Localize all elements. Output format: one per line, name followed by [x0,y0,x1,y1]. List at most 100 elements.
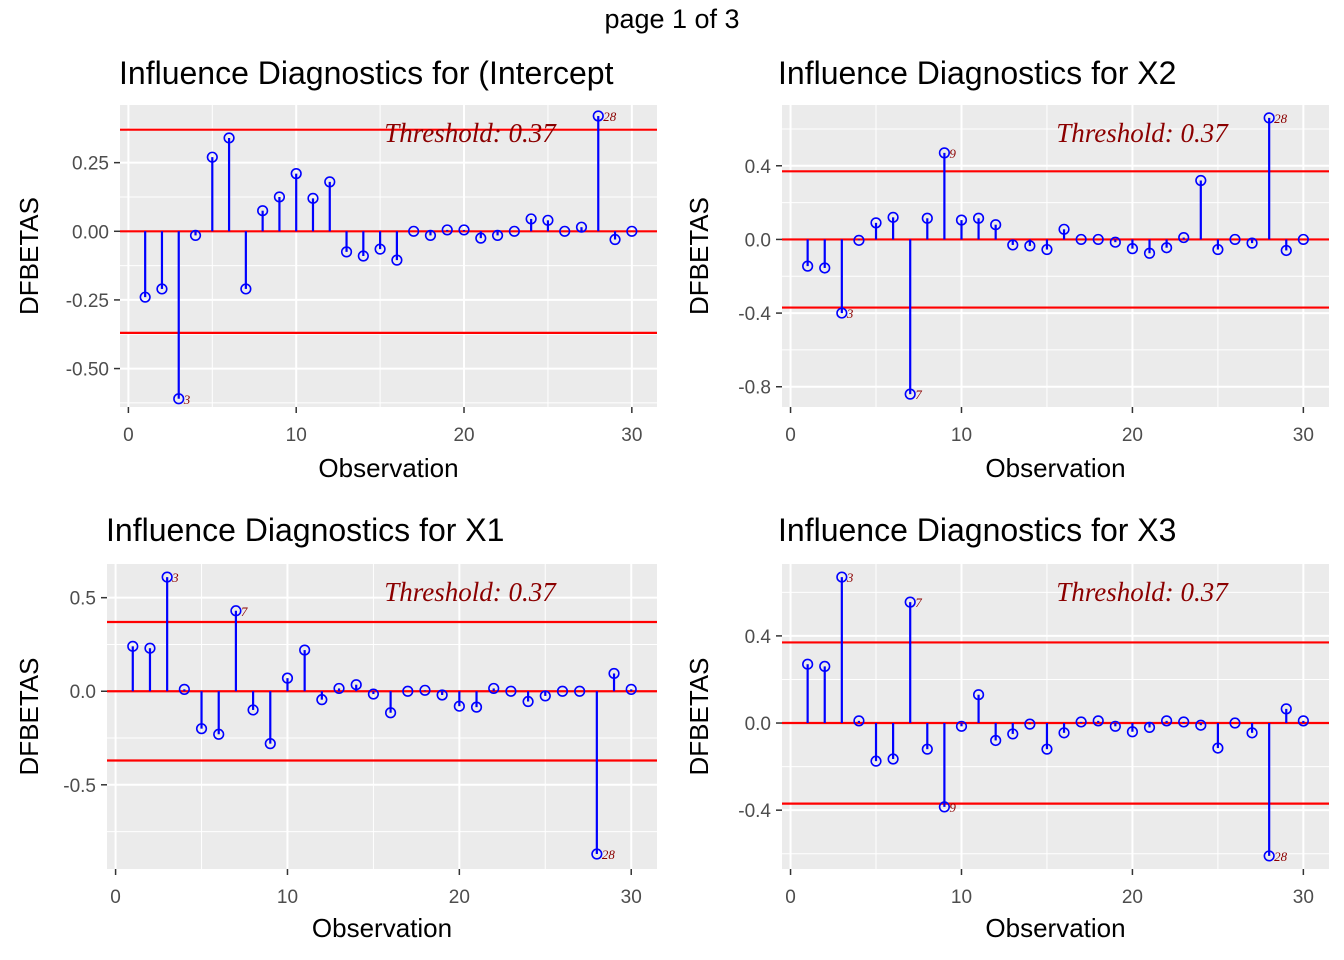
y-tick-label: -0.8 [738,378,771,399]
data-point [1195,174,1207,187]
data-point [374,243,386,255]
threshold-annotation: Threshold: 0.37 [1056,577,1229,607]
x-tick-label: 10 [286,425,307,446]
data-point [1126,243,1139,255]
data-point [990,219,1002,231]
panel-background [782,105,1329,407]
data-point [972,212,985,224]
data-point [887,753,899,765]
panel-2: 0 10 20 30 0.4 0.0 -0.4 -0.8 3 7 9 28 Threshold: 0.3… [684,55,1329,483]
data-point [470,701,483,713]
data-point [525,213,537,225]
observation-label: 9 [949,146,956,161]
data-point [299,644,311,656]
y-tick-label: 0.4 [745,157,772,178]
data-point [575,221,588,233]
data-point [324,176,336,188]
data-point [938,147,950,159]
observation-label: 3 [183,392,191,407]
data-point [178,683,190,695]
observation-label: 28 [602,847,616,862]
x-axis-label: Observation [985,453,1125,483]
data-point [1007,728,1019,740]
observation-label: 28 [1274,849,1288,864]
x-tick-label: 20 [449,887,470,908]
data-point [1263,850,1275,862]
data-point [391,254,403,266]
data-point [955,214,968,226]
data-point [281,672,294,684]
page-label: page 1 of 3 [604,4,740,34]
data-point [1024,240,1036,252]
data-point [1109,720,1121,732]
data-point [1092,233,1104,246]
data-point [1212,243,1224,256]
data-point [921,743,933,755]
data-point [1178,716,1190,728]
data-point [402,685,414,697]
data-point [273,191,286,203]
x-axis-label: Observation [312,913,452,943]
data-point [357,250,369,262]
threshold-annotation: Threshold: 0.37 [1056,118,1229,148]
data-point [1143,247,1156,259]
data-point [139,291,151,303]
data-point [921,212,933,224]
observation-label: 28 [603,109,617,124]
x-tick-label: 30 [621,887,642,908]
data-point [592,110,604,122]
x-tick-label: 20 [453,425,474,446]
x-tick-label: 0 [110,887,121,908]
x-tick-label: 0 [123,425,134,446]
y-tick-label: 0.4 [745,627,772,648]
threshold-annotation: Threshold: 0.37 [384,118,557,148]
data-point [802,658,814,670]
data-point [836,571,848,583]
data-point [990,734,1002,747]
data-point [223,132,235,144]
data-point [384,707,397,719]
data-point [340,246,353,258]
x-tick-label: 10 [951,887,972,908]
data-point [955,720,968,732]
data-point [608,667,620,680]
x-tick-label: 30 [621,425,642,446]
data-point [626,225,638,237]
y-tick-label: -0.25 [66,291,109,312]
data-point [904,388,916,400]
data-point [1178,231,1190,244]
observation-label: 3 [846,306,854,321]
panel-title: Influence Diagnostics for X3 [778,512,1176,548]
data-point [1075,233,1087,246]
data-point [173,393,185,405]
y-tick-label: -0.4 [738,801,771,822]
data-point [1007,239,1019,251]
panel-4: 0 10 20 30 0.4 0.0 -0.4 3 7 9 28 Threshold: 0.37 Inf… [684,512,1329,943]
x-tick-label: 10 [951,425,972,446]
panel-background [120,105,657,407]
y-axis-label: DFBETAS [684,197,714,315]
y-tick-label: 0.0 [745,714,771,735]
data-point [887,211,899,223]
data-point [1161,715,1173,727]
x-tick-label: 0 [785,425,796,446]
data-point [161,571,173,583]
observation-label: 28 [1274,111,1288,126]
y-tick-label: -0.50 [66,360,109,381]
data-point [307,192,319,204]
data-point [1297,233,1309,246]
data-point [189,229,202,242]
data-point [559,225,571,237]
y-tick-label: 0.0 [70,682,96,703]
x-tick-label: 10 [277,887,298,908]
data-point [436,689,448,701]
y-tick-label: 0.00 [72,222,109,243]
data-point [1075,716,1087,728]
data-point [508,225,520,237]
data-point [1212,742,1224,754]
x-tick-label: 30 [1293,425,1314,446]
data-point [853,234,865,246]
panel-3: 0 10 20 30 0.5 0.0 -0.5 3 7 28 Threshold: 0.37 Infl… [14,512,657,943]
data-point [475,232,487,244]
